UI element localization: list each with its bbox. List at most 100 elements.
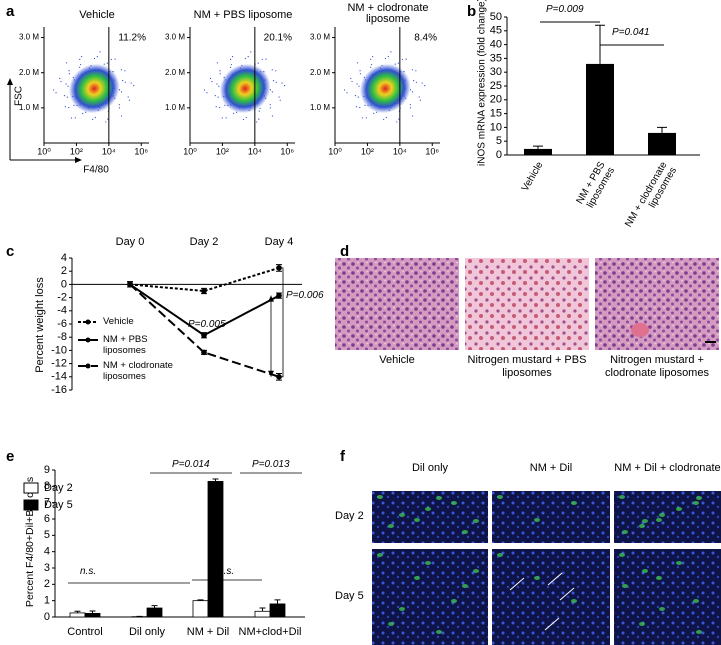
cell-dot xyxy=(239,67,241,69)
cell-dot xyxy=(275,70,277,72)
fluorescence-image xyxy=(372,549,488,645)
x-tick-label: 10⁰ xyxy=(183,146,197,156)
y-tick-label: 45 xyxy=(490,25,502,37)
cell-dot xyxy=(258,118,260,120)
cell-dot xyxy=(203,89,206,91)
legend-label: NM + clodronate liposomes xyxy=(103,360,173,382)
cell-dot xyxy=(215,106,217,108)
cell-dot xyxy=(109,71,111,73)
cell-cloud xyxy=(359,63,411,114)
cell-dot xyxy=(398,118,400,120)
x-tick-label: 10⁶ xyxy=(280,146,294,156)
cell-dot xyxy=(265,58,267,60)
annotation: P=0.041 xyxy=(612,27,650,38)
cell-dot xyxy=(279,99,281,101)
histology-image xyxy=(335,258,459,350)
cell-dot xyxy=(90,65,92,67)
bar xyxy=(84,613,101,618)
y-tick-label: 10 xyxy=(490,121,502,133)
column-header: Dil only xyxy=(411,462,449,474)
green-cell xyxy=(436,496,442,500)
cell-dot xyxy=(120,91,123,93)
green-cell xyxy=(462,530,468,534)
y-tick-label: 3.0 M xyxy=(310,33,330,42)
cell-dot xyxy=(230,104,232,106)
green-cell xyxy=(473,519,479,523)
cell-dot xyxy=(409,107,412,109)
cell-dot xyxy=(373,112,375,115)
green-cell xyxy=(619,553,625,557)
cell-dot xyxy=(269,89,271,91)
cell-dot xyxy=(248,109,250,111)
axis-label: FSC xyxy=(14,86,25,106)
cell-dot xyxy=(245,116,247,119)
y-tick-label: 15 xyxy=(490,108,502,120)
y-tick-label: -16 xyxy=(51,384,67,396)
y-tick-label: 3.0 M xyxy=(165,33,185,42)
y-tick-label: -2 xyxy=(57,292,67,304)
cell-dot xyxy=(363,95,365,98)
cell-dot xyxy=(79,66,81,68)
arrow-head xyxy=(75,157,82,163)
y-tick-label: -10 xyxy=(51,344,67,356)
annotation: P=0.013 xyxy=(252,459,290,470)
cell-dot xyxy=(76,104,78,106)
cell-dot xyxy=(257,102,259,105)
cell-dot xyxy=(364,79,366,81)
cell-dot xyxy=(219,70,221,72)
error-bar xyxy=(201,332,207,339)
green-cell xyxy=(571,501,577,505)
cell-dot xyxy=(388,109,390,111)
cell-dot xyxy=(124,70,126,72)
y-tick-label: 2.0 M xyxy=(19,68,39,77)
cell-dot xyxy=(389,69,391,71)
y-tick-label: 1.0 M xyxy=(19,103,39,112)
x-tick-label: 10⁰ xyxy=(37,146,51,156)
fluorescence-image xyxy=(372,491,488,543)
plot-title: Vehicle xyxy=(79,9,115,21)
y-tick-label: 50 xyxy=(490,11,502,23)
cell-dot xyxy=(106,102,108,105)
arrow xyxy=(544,617,560,631)
green-cell xyxy=(693,599,699,603)
cell-dot xyxy=(379,67,382,69)
green-cell xyxy=(414,576,420,580)
cell-dot xyxy=(404,87,406,90)
cell-dot xyxy=(396,121,398,123)
annotation: n.s. xyxy=(80,566,97,577)
axis-label: iNOS mRNA expression (fold change) xyxy=(477,0,488,166)
x-tick-label: NM+clod+Dil xyxy=(239,626,302,638)
x-tick-label: 10⁶ xyxy=(425,146,439,156)
cell-dot xyxy=(244,57,246,60)
axis-label: Percent F4/80+Dil+BM cells xyxy=(24,477,36,607)
panel-label: e xyxy=(6,448,14,465)
cell-dot xyxy=(264,97,267,99)
error-bar xyxy=(533,145,543,149)
y-tick-label: -12 xyxy=(51,358,67,370)
green-cell xyxy=(642,569,648,573)
cell-dot xyxy=(82,112,84,115)
cell-dot xyxy=(370,104,372,106)
cell-dot xyxy=(401,79,404,81)
green-cell xyxy=(696,630,702,634)
cell-dot xyxy=(79,58,81,60)
cell-dot xyxy=(217,96,219,98)
panel-label: f xyxy=(340,448,346,465)
bar xyxy=(146,607,163,618)
cell-dot xyxy=(358,85,360,87)
y-tick-label: 0 xyxy=(496,149,502,161)
cell-dot xyxy=(370,58,372,60)
cell-dot xyxy=(259,107,261,109)
cell-dot xyxy=(133,84,135,87)
cell-dot xyxy=(263,70,265,73)
image-caption: Nitrogen mustard + clodronate liposomes xyxy=(605,354,709,379)
green-cell xyxy=(451,599,457,603)
fluorescence-image xyxy=(492,491,610,543)
cell-dot xyxy=(364,104,366,107)
cell-dot xyxy=(227,104,229,106)
y-tick-label: 20 xyxy=(490,94,502,106)
cell-dot xyxy=(370,66,372,68)
cell-dot xyxy=(73,79,75,81)
image-caption: Vehicle xyxy=(379,354,415,366)
